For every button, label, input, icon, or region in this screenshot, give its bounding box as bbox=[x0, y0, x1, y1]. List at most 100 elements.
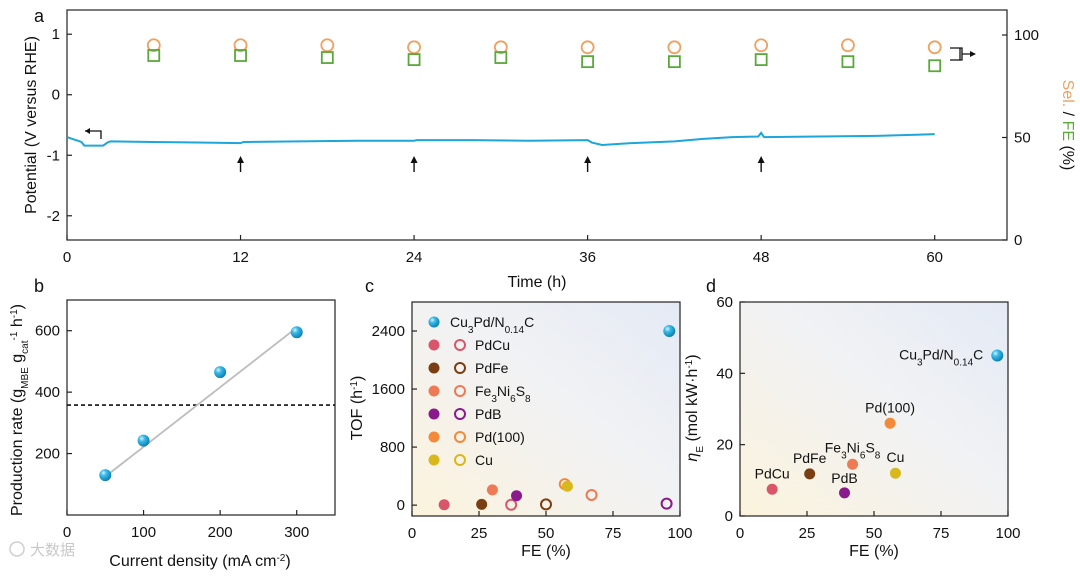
legend-label: Cu bbox=[475, 452, 493, 468]
panel-d-axes-frame bbox=[739, 301, 1009, 517]
panel-b-ytick-label: 200 bbox=[35, 446, 60, 463]
left-axis-indicator bbox=[85, 128, 102, 139]
panel-d-xtick-label: 50 bbox=[866, 525, 883, 542]
tof-point bbox=[486, 484, 498, 496]
legend-marker-solid bbox=[428, 454, 440, 466]
panel-a-ytick-label: 0 bbox=[52, 87, 60, 104]
panel-c-ytick-label: 0 bbox=[397, 497, 405, 514]
efficiency-point bbox=[847, 458, 859, 470]
panel-b-xtick-label: 200 bbox=[208, 524, 233, 541]
sampling-arrow-head bbox=[237, 156, 245, 163]
panel-c-xtick-label: 75 bbox=[605, 525, 622, 542]
panel-c-ytick-label: 2400 bbox=[372, 323, 405, 340]
fe-point bbox=[928, 59, 942, 73]
panel-a-y2tick-label: 50 bbox=[1014, 130, 1031, 147]
y2label-sep: / bbox=[1059, 107, 1076, 120]
point-annotation: PdFe bbox=[793, 450, 827, 466]
panel-d-ytick-label: 40 bbox=[716, 365, 733, 382]
legend-label: Pd(100) bbox=[475, 429, 525, 445]
selectivity-point bbox=[754, 38, 769, 53]
point-annotation: PdB bbox=[831, 470, 857, 486]
production-rate-point bbox=[137, 434, 150, 447]
panel-b-xtick-label: 0 bbox=[63, 524, 71, 541]
panel-d: d 0 25 50 75 100 0 20 40 60 Cu3Pd/N0.14C PdCuPdF… bbox=[684, 276, 1021, 560]
panel-c-axes-frame bbox=[411, 301, 681, 517]
tof-point bbox=[438, 499, 450, 511]
fe-point bbox=[407, 53, 421, 66]
panel-d-xlabel: FE (%) bbox=[849, 543, 899, 560]
panel-b-ytick-label: 600 bbox=[35, 323, 60, 340]
selectivity-point bbox=[927, 40, 942, 55]
panel-d-xtick-label: 25 bbox=[799, 525, 816, 542]
fe-point bbox=[147, 49, 161, 62]
panel-a-xlabel: Time (h) bbox=[508, 274, 567, 291]
panel-d-xtick-label: 100 bbox=[995, 525, 1020, 542]
panel-a-xtick-label: 48 bbox=[753, 249, 770, 266]
panel-a-y2tick-label: 0 bbox=[1014, 232, 1022, 249]
panel-b-xtick-label: 300 bbox=[284, 524, 309, 541]
panel-b-ylabel: Production rate (gMBE gcat-1 h-1) bbox=[9, 304, 31, 516]
production-rate-point bbox=[214, 366, 227, 379]
panel-c-label: c bbox=[365, 276, 374, 296]
panel-a: a 0 12 24 36 48 60 1 0 -1 -2 100 50 0 Time (h) Pot… bbox=[23, 6, 1076, 291]
point-annotation: PdCu bbox=[755, 465, 790, 481]
efficiency-point bbox=[804, 468, 816, 480]
sampling-arrow-head bbox=[757, 156, 765, 163]
panel-b-axes-frame bbox=[66, 299, 336, 516]
fe-point bbox=[581, 55, 595, 69]
legend-marker-open bbox=[454, 339, 466, 351]
fe-point bbox=[494, 51, 508, 64]
panel-b-xtick-label: 100 bbox=[131, 524, 156, 541]
selectivity-point bbox=[493, 40, 508, 55]
panel-b-ytick-label: 400 bbox=[35, 384, 60, 401]
point-annotation: Pd(100) bbox=[865, 399, 915, 415]
panel-a-ytick-label: 1 bbox=[52, 26, 60, 43]
efficiency-point bbox=[889, 467, 901, 479]
watermark-text: 大数据 bbox=[30, 541, 75, 559]
fe-point bbox=[754, 53, 768, 66]
tof-point-open bbox=[505, 498, 518, 511]
y2label-unit: (%) bbox=[1059, 141, 1076, 170]
linear-fit-line bbox=[104, 326, 298, 478]
panel-a-xtick-label: 12 bbox=[232, 249, 249, 266]
selectivity-point bbox=[407, 40, 421, 55]
panel-c-ytick-label: 1600 bbox=[372, 381, 405, 398]
panel-d-xtick-label: 0 bbox=[736, 525, 744, 542]
fe-point bbox=[320, 51, 334, 64]
panel-a-y2tick-label: 100 bbox=[1014, 27, 1039, 44]
selectivity-point bbox=[233, 38, 248, 53]
panel-a-xtick-label: 36 bbox=[579, 249, 596, 266]
efficiency-point bbox=[766, 483, 778, 495]
legend-marker-open bbox=[454, 431, 466, 443]
legend-label: PdFe bbox=[475, 360, 509, 376]
panel-a-label: a bbox=[34, 6, 45, 26]
point-annotation: Fe3Ni6S8 bbox=[825, 439, 881, 461]
panel-b-xlabel: Current density (mA cm-2) bbox=[109, 553, 290, 571]
panel-c-xtick-label: 25 bbox=[471, 525, 488, 542]
legend-marker-solid bbox=[428, 408, 440, 420]
tof-point-open bbox=[540, 498, 552, 511]
panel-a-ylabel: Potential (V versus RHE) bbox=[23, 36, 40, 214]
legend-marker-open bbox=[454, 454, 466, 466]
right-axis-indicator bbox=[950, 47, 976, 61]
panel-d-xtick-label: 75 bbox=[933, 525, 950, 542]
panel-d-ylabel: ηE (mol kW·h-1) bbox=[684, 354, 706, 461]
fe-point bbox=[234, 49, 247, 62]
potential-trace bbox=[66, 131, 935, 147]
panel-b-label: b bbox=[34, 276, 44, 296]
panel-d-ytick-label: 60 bbox=[716, 294, 733, 311]
panel-d-ytick-label: 0 bbox=[725, 508, 733, 525]
tof-point-open bbox=[660, 497, 673, 510]
watermark: 大数据 bbox=[9, 541, 75, 559]
legend-label: Fe3Ni6S8 bbox=[475, 383, 531, 405]
panel-c-xlabel: FE (%) bbox=[521, 543, 571, 560]
y2label-fe: FE bbox=[1059, 121, 1076, 141]
production-rate-point bbox=[290, 326, 303, 339]
legend-marker-solid bbox=[428, 339, 440, 351]
legend-marker-open bbox=[454, 362, 466, 374]
legend-marker-solid bbox=[428, 362, 440, 374]
legend-marker-solid bbox=[428, 316, 440, 328]
panel-c-ylabel: TOF (h-1) bbox=[349, 376, 367, 441]
